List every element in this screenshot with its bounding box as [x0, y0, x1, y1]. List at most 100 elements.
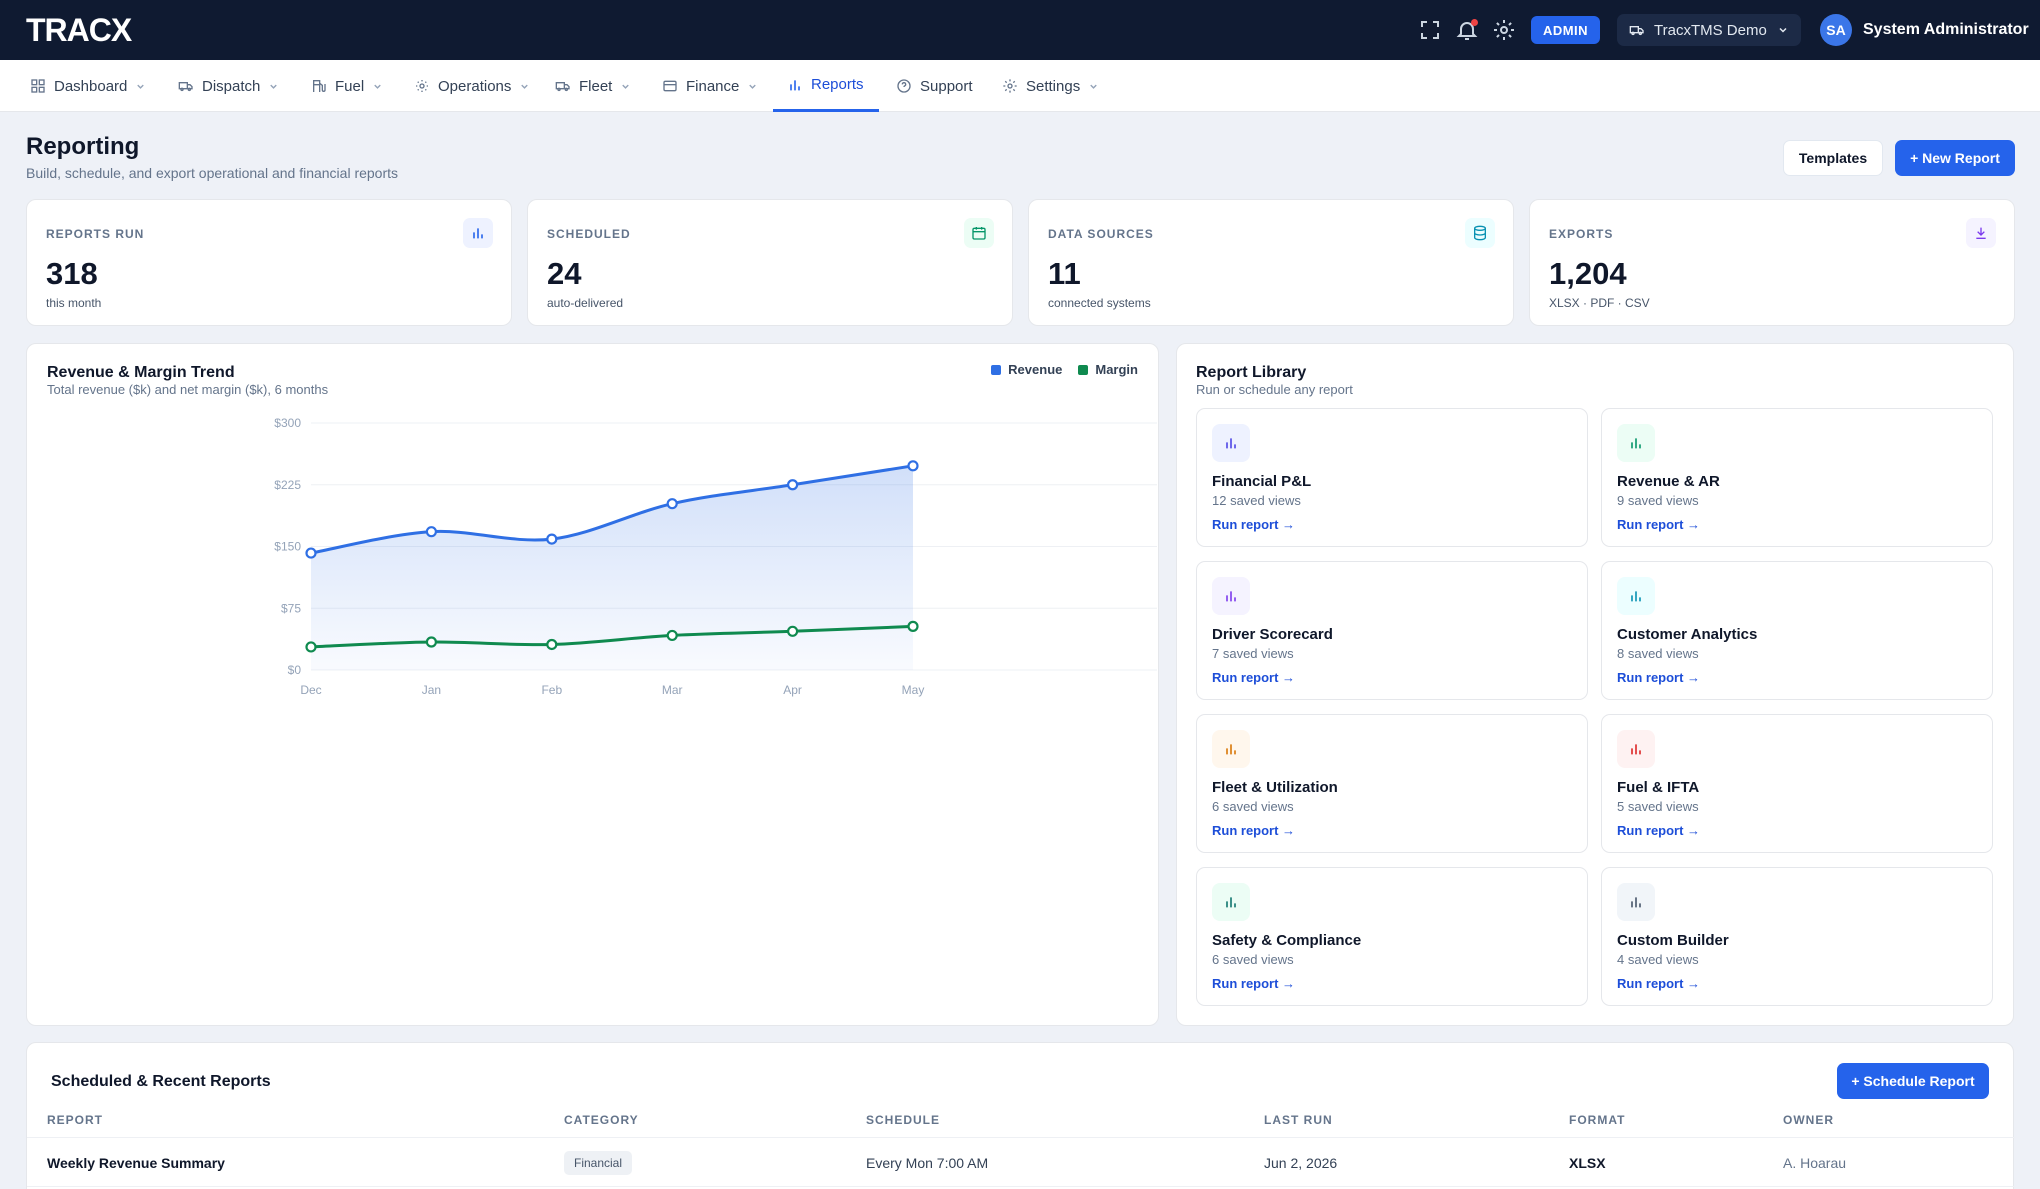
- x-tick-label: Apr: [783, 683, 802, 697]
- nav-item-fleet[interactable]: Fleet: [541, 60, 645, 112]
- report-card[interactable]: Customer Analytics 8 saved views Run repor…: [1601, 561, 1993, 700]
- report-card-views: 5 saved views: [1617, 799, 1699, 814]
- nav-item-fuel[interactable]: Fuel: [297, 60, 397, 112]
- settings-icon[interactable]: [1492, 18, 1516, 42]
- category-badge: Financial: [564, 1151, 633, 1175]
- x-tick-label: Jan: [422, 683, 441, 697]
- page-title: Reporting: [26, 133, 140, 160]
- revenue-margin-chart: $0 $75 $150 $225 $300 Dec Jan Feb Mar Apr May: [274, 416, 1157, 697]
- nav-item-support[interactable]: Support: [882, 60, 987, 112]
- report-card-views: 4 saved views: [1617, 952, 1699, 967]
- cell-owner: A. Hoarau: [1783, 1155, 1847, 1171]
- margin-point: [546, 638, 558, 651]
- report-card[interactable]: Driver Scorecard 7 saved views Run report …: [1196, 561, 1588, 700]
- nav-item-reports[interactable]: Reports: [773, 60, 879, 112]
- report-card[interactable]: Safety & Compliance 6 saved views Run repo…: [1196, 867, 1588, 1006]
- report-card[interactable]: Fleet & Utilization 6 saved views Run repo…: [1196, 714, 1588, 853]
- report-card[interactable]: Custom Builder 4 saved views Run report →: [1601, 867, 1993, 1006]
- legend-swatch: [991, 364, 1002, 375]
- report-library-panel: Report Library Run or schedule any repor…: [1176, 343, 2014, 1026]
- stat-label: REPORTS RUN: [46, 227, 145, 241]
- bar-chart-icon: [1212, 883, 1250, 921]
- bar-chart-icon: [1617, 424, 1655, 462]
- run-report-link[interactable]: Run report →: [1617, 976, 1701, 991]
- report-card[interactable]: Financial P&L 12 saved views Run report →: [1196, 408, 1588, 547]
- report-card-name: Revenue & AR: [1617, 473, 1720, 490]
- truck-icon: [178, 82, 193, 92]
- report-card-views: 6 saved views: [1212, 952, 1294, 967]
- user-name[interactable]: System Administrator: [1863, 21, 2029, 38]
- nav-item-settings[interactable]: Settings: [988, 60, 1113, 112]
- templates-button[interactable]: Templates: [1783, 140, 1883, 176]
- run-report-link[interactable]: Run report →: [1212, 517, 1296, 532]
- column-header-report[interactable]: REPORT: [47, 1113, 104, 1127]
- chart-subtitle: Total revenue ($k) and net margin ($k), …: [47, 382, 329, 397]
- table-title: Scheduled & Recent Reports: [51, 1073, 271, 1090]
- nav-item-label: Support: [920, 77, 973, 95]
- stat-card-reports-run: REPORTS RUN 318 this month: [26, 199, 512, 326]
- truck-icon: [555, 82, 570, 92]
- settings-icon: [1003, 79, 1017, 93]
- bell-icon[interactable]: [1455, 18, 1479, 42]
- report-card-name: Fleet & Utilization: [1212, 779, 1338, 796]
- stat-label: EXPORTS: [1549, 227, 1614, 241]
- x-tick-label: May: [902, 683, 925, 697]
- revenue-point: [425, 526, 437, 538]
- stat-note: XLSX · PDF · CSV: [1549, 296, 1650, 310]
- main-nav: Dashboard Dispatch Fuel Operations Fleet…: [0, 60, 2040, 112]
- column-header-last-run[interactable]: LAST RUN: [1264, 1113, 1333, 1127]
- nav-item-label: Dispatch: [202, 77, 261, 95]
- revenue-point: [546, 533, 558, 545]
- report-card[interactable]: Revenue & AR 9 saved views Run report →: [1601, 408, 1993, 547]
- report-card-views: 6 saved views: [1212, 799, 1294, 814]
- logo[interactable]: TRACX: [26, 12, 132, 48]
- bar-chart-icon: [1617, 730, 1655, 768]
- nav-item-label: Fleet: [579, 77, 613, 95]
- stat-label: SCHEDULED: [547, 227, 631, 241]
- fullscreen-icon[interactable]: [1418, 18, 1442, 42]
- y-tick-label: $225: [274, 478, 301, 492]
- schedule-report-button[interactable]: + Schedule Report: [1837, 1063, 1989, 1099]
- column-header-owner[interactable]: OWNER: [1783, 1113, 1834, 1127]
- run-report-link[interactable]: Run report →: [1212, 823, 1296, 838]
- run-report-link[interactable]: Run report →: [1617, 517, 1701, 532]
- avatar[interactable]: SA: [1820, 14, 1852, 46]
- column-header-category[interactable]: CATEGORY: [564, 1113, 639, 1127]
- legend-label: Margin: [1095, 362, 1138, 377]
- chart-legend: Revenue Margin: [991, 362, 1138, 377]
- y-tick-label: $75: [281, 601, 301, 615]
- new-report-button[interactable]: + New Report: [1895, 140, 2015, 176]
- margin-point: [305, 641, 317, 653]
- column-header-schedule[interactable]: SCHEDULE: [866, 1113, 941, 1127]
- run-report-link[interactable]: Run report →: [1617, 823, 1701, 838]
- stat-note: this month: [46, 296, 102, 310]
- stat-note: connected systems: [1048, 296, 1151, 310]
- y-tick-label: $300: [274, 416, 301, 430]
- report-card-name: Custom Builder: [1617, 932, 1729, 949]
- report-card[interactable]: Fuel & IFTA 5 saved views Run report →: [1601, 714, 1993, 853]
- cell-schedule: Every Mon 7:00 AM: [866, 1155, 989, 1171]
- revenue-point: [666, 498, 678, 510]
- scheduled-reports-panel: Scheduled & Recent Reports + Schedule Re…: [26, 1042, 2015, 1189]
- bar-chart-icon: [790, 79, 800, 90]
- divider: [27, 1137, 2015, 1138]
- bar-chart-icon: [1212, 577, 1250, 615]
- nav-item-dispatch[interactable]: Dispatch: [164, 60, 293, 112]
- tenant-switcher[interactable]: TracxTMS Demo: [1617, 14, 1801, 46]
- column-header-format[interactable]: FORMAT: [1569, 1113, 1626, 1127]
- nav-item-dashboard[interactable]: Dashboard: [16, 60, 160, 112]
- chevron-down-icon: [749, 84, 757, 89]
- revenue-point: [305, 547, 317, 559]
- nav-item-operations[interactable]: Operations: [400, 60, 544, 112]
- cell-format: XLSX: [1569, 1155, 1606, 1171]
- cell-report[interactable]: Weekly Revenue Summary: [47, 1155, 225, 1171]
- chevron-down-icon: [521, 84, 529, 89]
- run-report-link[interactable]: Run report →: [1617, 670, 1701, 685]
- nav-item-label: Fuel: [335, 77, 365, 95]
- run-report-link[interactable]: Run report →: [1212, 670, 1296, 685]
- revenue-point: [786, 479, 799, 491]
- fuel-pump-icon: [313, 80, 326, 92]
- run-report-link[interactable]: Run report →: [1212, 976, 1296, 991]
- nav-item-finance[interactable]: Finance: [648, 60, 772, 112]
- nav-item-label: Reports: [811, 76, 864, 93]
